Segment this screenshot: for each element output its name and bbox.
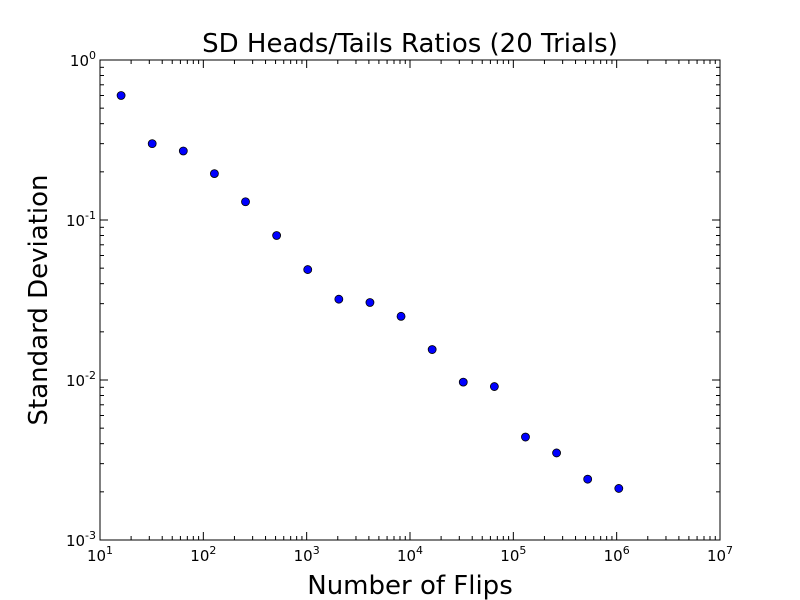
data-point [210, 169, 219, 178]
x-tick-label: 104 [397, 544, 423, 565]
data-point [614, 484, 624, 493]
data-point [272, 231, 282, 240]
tick-labels: 101 102 103 104 105 106 107 10-3 10-2 10-1 100 [66, 49, 733, 565]
x-tick-label: 102 [190, 544, 216, 565]
chart-title: SD Heads/Tails Ratios (20 Trials) [202, 29, 618, 59]
data-point [458, 377, 468, 387]
axis-ticks [99, 59, 721, 541]
y-tick-label: 10-1 [66, 209, 96, 230]
data-point [334, 294, 344, 304]
data-point [427, 345, 437, 354]
x-axis-label: Number of Flips [307, 571, 513, 600]
data-point [583, 474, 593, 484]
data-point [116, 91, 126, 100]
data-point [396, 311, 406, 321]
y-axis-label: Standard Deviation [24, 175, 54, 426]
data-point [147, 139, 157, 149]
plot-frame [99, 59, 721, 541]
x-tick-label: 101 [87, 544, 113, 565]
data-point [303, 265, 313, 274]
data-point [552, 448, 561, 458]
data-point [365, 298, 375, 307]
data-point [489, 382, 499, 391]
y-tick-label: 10-3 [66, 529, 96, 550]
y-tick-label: 10-2 [66, 369, 96, 390]
x-tick-label: 106 [604, 544, 630, 565]
data-points [116, 91, 624, 493]
data-point [178, 146, 188, 156]
data-point [521, 432, 530, 442]
x-tick-label: 105 [500, 544, 526, 565]
x-tick-label: 107 [707, 544, 733, 565]
x-tick-label: 103 [294, 544, 320, 565]
data-point [241, 197, 250, 207]
y-tick-label: 100 [70, 49, 96, 70]
